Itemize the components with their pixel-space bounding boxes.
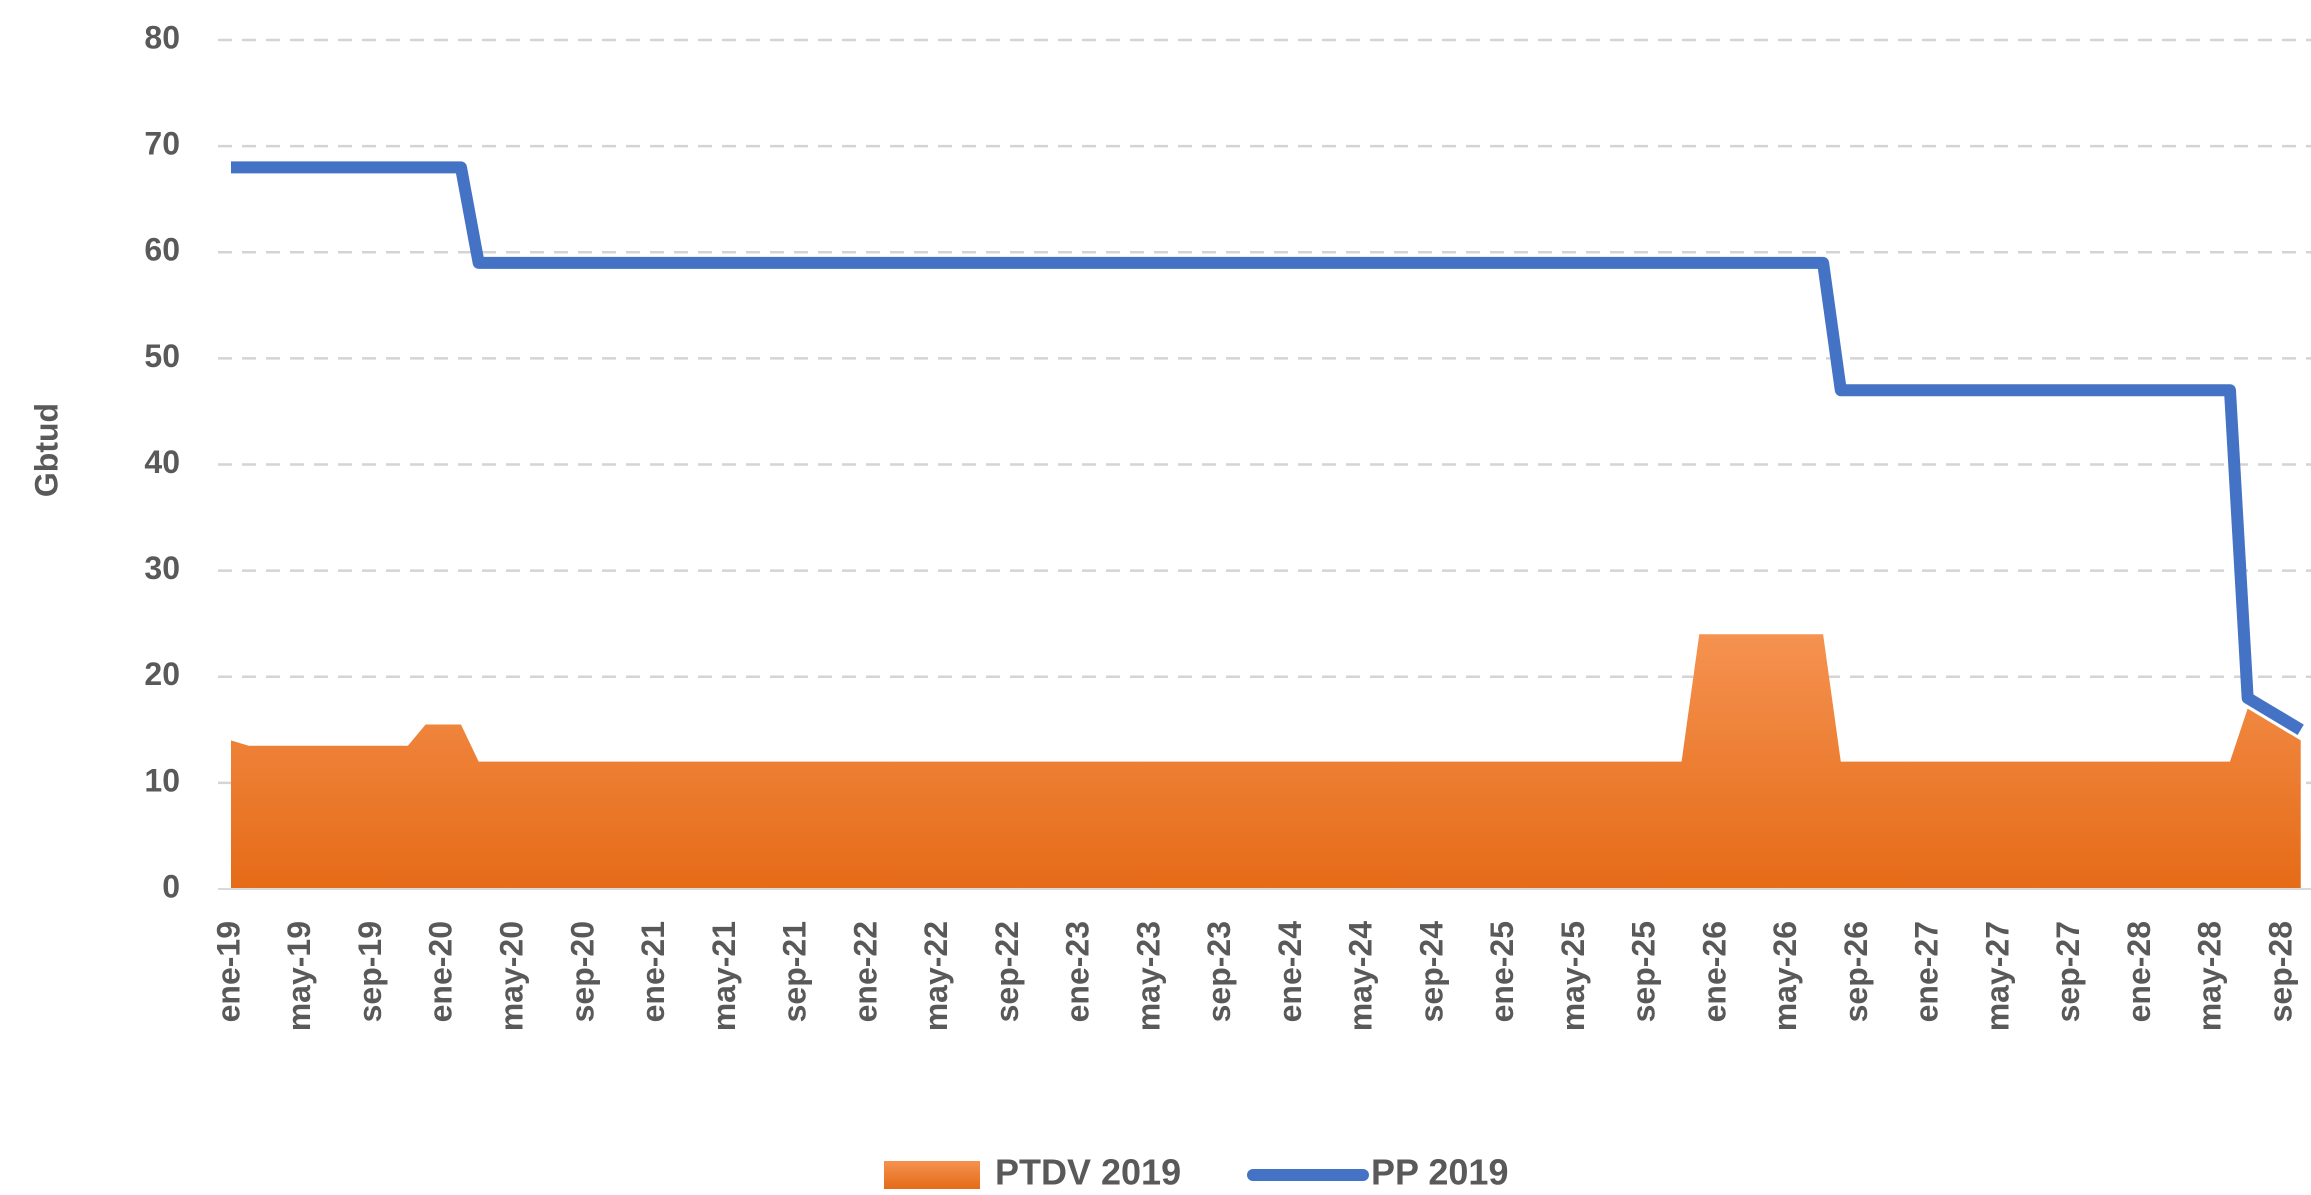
x-tick-label: may-19 bbox=[281, 921, 317, 1031]
y-tick-label: 80 bbox=[144, 19, 180, 55]
x-tick-label: ene-19 bbox=[210, 921, 246, 1022]
x-tick-label: ene-23 bbox=[1060, 921, 1096, 1022]
legend-label: PTDV 2019 bbox=[995, 1152, 1181, 1193]
legend-label: PP 2019 bbox=[1371, 1152, 1508, 1193]
y-tick-label: 10 bbox=[144, 762, 180, 798]
x-tick-label: ene-27 bbox=[1909, 921, 1945, 1022]
x-tick-label: may-21 bbox=[706, 921, 742, 1031]
x-tick-label: may-20 bbox=[493, 921, 529, 1031]
y-tick-label: 20 bbox=[144, 656, 180, 692]
x-tick-label: ene-26 bbox=[1696, 921, 1732, 1022]
x-tick-label: sep-20 bbox=[564, 921, 600, 1022]
x-tick-label: sep-25 bbox=[1626, 921, 1662, 1022]
x-tick-label: may-25 bbox=[1555, 921, 1591, 1031]
x-tick-label: may-22 bbox=[918, 921, 954, 1031]
x-tick-label: ene-22 bbox=[847, 921, 883, 1022]
y-tick-label: 60 bbox=[144, 232, 180, 268]
x-tick-label: sep-26 bbox=[1838, 921, 1874, 1022]
x-tick-label: sep-28 bbox=[2262, 921, 2298, 1022]
x-tick-label: may-24 bbox=[1343, 921, 1379, 1032]
x-tick-label: may-26 bbox=[1767, 921, 1803, 1031]
x-tick-label: sep-19 bbox=[352, 921, 388, 1022]
x-tick-label: sep-24 bbox=[1413, 921, 1449, 1023]
y-tick-label: 50 bbox=[144, 338, 180, 374]
line bbox=[231, 161, 2304, 735]
y-axis-label: Gbtud bbox=[28, 403, 64, 497]
y-tick-label: 40 bbox=[144, 444, 180, 480]
x-tick-label: may-27 bbox=[1979, 921, 2015, 1031]
legend-swatch bbox=[884, 1161, 980, 1189]
x-tick-label: ene-24 bbox=[1272, 921, 1308, 1023]
x-tick-label: ene-20 bbox=[423, 921, 459, 1022]
area bbox=[231, 634, 2301, 889]
y-tick-label: 0 bbox=[162, 868, 180, 904]
x-tick-label: may-23 bbox=[1130, 921, 1166, 1031]
x-tick-label: ene-28 bbox=[2121, 921, 2157, 1022]
x-tick-label: ene-21 bbox=[635, 921, 671, 1022]
x-tick-label: sep-21 bbox=[777, 921, 813, 1022]
x-tick-label: ene-25 bbox=[1484, 921, 1520, 1022]
y-tick-label: 70 bbox=[144, 126, 180, 162]
x-tick-label: sep-27 bbox=[2050, 921, 2086, 1022]
x-tick-label: sep-22 bbox=[989, 921, 1025, 1022]
x-tick-label: sep-23 bbox=[1201, 921, 1237, 1022]
x-tick-label: may-28 bbox=[2192, 921, 2228, 1031]
y-tick-label: 30 bbox=[144, 550, 180, 586]
